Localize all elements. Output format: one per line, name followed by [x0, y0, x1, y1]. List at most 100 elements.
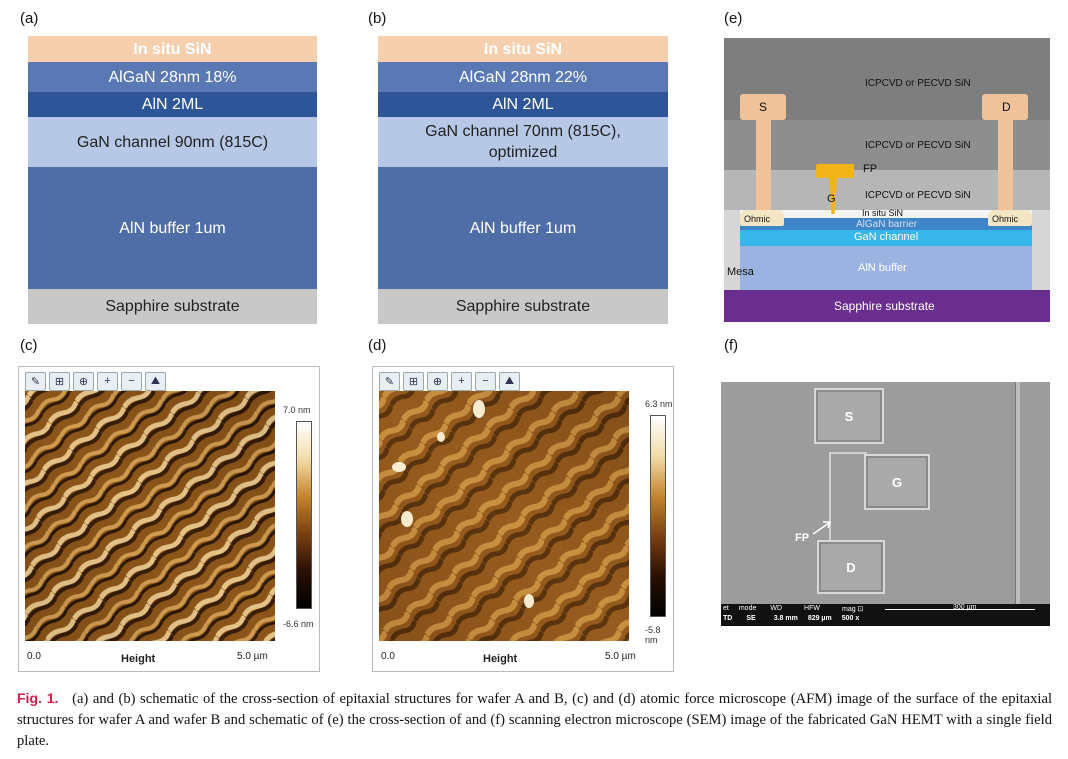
panel-e-label: (e)	[724, 10, 743, 27]
scale-bar-label: 300 µm	[953, 604, 977, 611]
scale-min-label: -6.6 nm	[283, 619, 314, 629]
axis-title: Height	[121, 653, 156, 665]
insitu-sin-strip	[740, 210, 1032, 218]
algan-barrier-label: AlGaN barrier	[856, 219, 918, 230]
sin-low-label: ICPCVD or PECVD SiN	[865, 190, 971, 201]
pad-drain: D	[817, 540, 885, 594]
zoom-icon[interactable]: ⊕	[73, 371, 94, 391]
drain-contact-head	[982, 94, 1028, 120]
info-mode: mode	[738, 605, 757, 612]
scale-min-label: -5.8 nm	[645, 625, 661, 645]
scale-bar-line	[885, 609, 1035, 610]
axis-end-label: 5.0 µm	[237, 651, 268, 662]
zoom-icon[interactable]: ⊕	[427, 371, 448, 391]
panel-c-label: (c)	[20, 337, 38, 354]
panel-b-stack: In situ SiN AlGaN 28nm 22% AlN 2ML GaN c…	[378, 36, 668, 324]
drain-label: D	[1002, 100, 1011, 114]
axis-start-label: 0.0	[381, 651, 395, 662]
insitu-sin-label: In situ SiN	[862, 208, 904, 218]
info-td: TD	[723, 615, 733, 622]
drain-contact-stem	[998, 120, 1013, 212]
aln-2ml-layer: AlN 2ML	[378, 92, 668, 117]
gan-channel-layer: GaN channel 70nm (815C), optimized	[378, 117, 668, 167]
figure-caption: Fig. 1. (a) and (b) schematic of the cro…	[17, 688, 1052, 752]
zoom-in-icon[interactable]: +	[97, 371, 118, 391]
info-hfw: HFW	[804, 605, 820, 612]
panel-a-stack: In situ SiN AlGaN 28nm 18% AlN 2ML GaN c…	[28, 36, 317, 324]
sapphire-layer: Sapphire substrate	[28, 289, 317, 324]
pencil-icon[interactable]: ✎	[379, 371, 400, 391]
color-scale-bar	[650, 415, 666, 617]
info-row2: TD SE 3.8 mm 829 µm 500 x	[723, 615, 859, 622]
axis-end-label: 5.0 µm	[605, 651, 636, 662]
afm-window-d: ✎ ⊞ ⊕ + − ⛰ 6.3 nm	[372, 366, 674, 672]
info-et: et	[723, 605, 729, 612]
zoom-region-icon[interactable]: ⊞	[49, 371, 70, 391]
sin-mid-region	[724, 120, 1050, 170]
source-label: S	[759, 100, 768, 114]
level-icon[interactable]: ⛰	[145, 371, 166, 391]
figure-number: Fig. 1.	[17, 690, 59, 706]
afm-toolbar: ✎ ⊞ ⊕ + − ⛰	[379, 371, 520, 391]
info-mag-val: 500 x	[841, 615, 860, 622]
aln-2ml-layer: AlN 2ML	[28, 92, 317, 117]
hemt-cross-section: ICPCVD or PECVD SiN ICPCVD or PECVD SiN …	[724, 38, 1050, 322]
sin-low-region	[724, 170, 1050, 210]
field-plate	[816, 164, 854, 178]
scale-max-label: 7.0 nm	[283, 405, 311, 415]
info-wd: WD	[770, 605, 783, 612]
fp-label: FP	[795, 532, 810, 544]
insitu-sin-layer: In situ SiN	[28, 36, 317, 62]
ohmic-right-label: Ohmic	[992, 214, 1019, 224]
info-mag: mag ⊡	[841, 606, 864, 613]
sem-info-bar: et mode WD HFW mag ⊡ TD SE 3.8 mm 829 µm…	[721, 604, 1050, 626]
pad-gate-label: G	[891, 474, 903, 490]
aln-buffer-layer: AlN buffer 1um	[378, 167, 668, 289]
insitu-sin-layer: In situ SiN	[378, 36, 668, 62]
afm-window-c: ✎ ⊞ ⊕ + − ⛰ 7.0 nm -6.6 nm 0.0 Height	[18, 366, 320, 672]
gate-finger	[829, 452, 867, 542]
axis-title: Height	[483, 653, 518, 665]
sapphire-layer: Sapphire substrate	[378, 289, 668, 324]
gan-channel-layer: GaN channel 90nm (815C)	[28, 117, 317, 167]
source-contact-stem	[756, 120, 771, 212]
zoom-out-icon[interactable]: −	[121, 371, 142, 391]
aln-buffer-strip	[740, 246, 1032, 290]
algan-layer: AlGaN 28nm 22%	[378, 62, 668, 92]
gan-channel-line2: optimized	[488, 144, 558, 161]
gate-label: G	[827, 193, 836, 205]
fp-arrow-icon	[812, 521, 832, 535]
algan-barrier-strip	[740, 218, 1032, 230]
gan-channel-strip	[740, 230, 1032, 246]
ohmic-left-label: Ohmic	[744, 214, 771, 224]
panel-d-label: (d)	[368, 337, 387, 354]
sin-mid-label: ICPCVD or PECVD SiN	[865, 140, 971, 151]
ohmic-right-pad	[988, 210, 1032, 226]
caption-text: (a) and (b) schematic of the cross-secti…	[17, 691, 1053, 749]
zoom-in-icon[interactable]: +	[451, 371, 472, 391]
afm-height-image	[379, 391, 629, 641]
info-hfw-val: 829 µm	[807, 615, 832, 622]
sapphire-label: Sapphire substrate	[834, 299, 935, 313]
sapphire-strip	[724, 290, 1050, 322]
afm-toolbar: ✎ ⊞ ⊕ + − ⛰	[25, 371, 166, 391]
gate-stem	[829, 178, 837, 214]
gan-channel-label: GaN channel	[854, 231, 919, 243]
scale-max-label: 6.3 nm	[645, 399, 673, 409]
axis-start-label: 0.0	[27, 651, 41, 662]
mesa-label: Mesa	[727, 266, 754, 278]
sin-top-label: ICPCVD or PECVD SiN	[865, 78, 971, 89]
zoom-region-icon[interactable]: ⊞	[403, 371, 424, 391]
pencil-icon[interactable]: ✎	[25, 371, 46, 391]
info-row1: et mode WD HFW mag ⊡	[723, 605, 863, 613]
info-wd-val: 3.8 mm	[773, 615, 798, 622]
zoom-out-icon[interactable]: −	[475, 371, 496, 391]
sem-image: S G D FP et mode WD HFW mag ⊡ TD SE 3.8 …	[721, 382, 1050, 626]
aln-buffer-label: AlN buffer	[858, 262, 907, 274]
pad-gate: G	[864, 454, 930, 510]
source-contact-head	[740, 94, 786, 120]
panel-b-label: (b)	[368, 10, 387, 27]
sem-vertical-line	[1015, 382, 1020, 604]
level-icon[interactable]: ⛰	[499, 371, 520, 391]
pad-source-label: S	[844, 408, 854, 424]
